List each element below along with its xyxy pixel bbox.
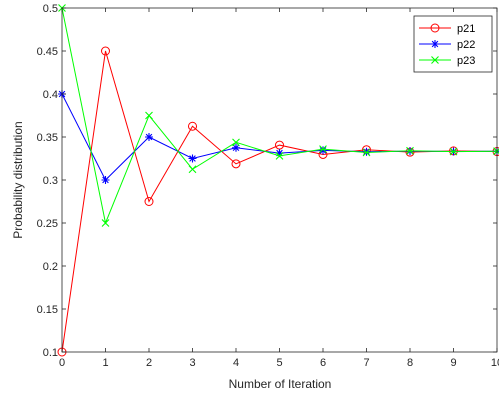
y-tick-label: 0.45 xyxy=(37,46,58,58)
series-p23 xyxy=(58,4,499,227)
y-tick-label: 0.35 xyxy=(37,132,58,144)
data-point-p21 xyxy=(188,121,197,131)
data-point-p23 xyxy=(406,146,414,155)
data-point-p23 xyxy=(362,148,371,157)
x-tick-label: 4 xyxy=(233,357,239,369)
x-tick-label: 0 xyxy=(59,357,65,369)
legend-entry-p21: p21 xyxy=(419,23,475,35)
data-point-p23 xyxy=(275,151,284,160)
y-axis: 0.1 0.15 0.2 0.25 0.3 0.35 0.4 0.45 0.5 xyxy=(37,3,497,359)
y-tick-label: 0.2 xyxy=(43,261,58,273)
y-tick-label: 0.25 xyxy=(37,218,58,230)
legend-marker xyxy=(430,23,440,33)
data-point-p21 xyxy=(101,46,110,56)
legend-label: p21 xyxy=(457,23,475,35)
y-tick-label: 0.4 xyxy=(43,89,58,101)
y-tick-label: 0.3 xyxy=(43,175,58,187)
legend-entry-p22: p22 xyxy=(419,39,475,51)
data-point-p23 xyxy=(449,147,458,156)
legend-label: p23 xyxy=(457,55,475,67)
data-point-p22 xyxy=(319,146,327,155)
legend: p21 p22 p23 xyxy=(413,15,493,73)
data-point-p21 xyxy=(144,197,154,206)
y-tick-label: 0.5 xyxy=(43,3,58,15)
x-axis-label: Number of Iteration xyxy=(229,377,332,391)
x-tick-label: 3 xyxy=(189,357,195,369)
data-point-p21 xyxy=(231,159,241,169)
x-tick-label: 6 xyxy=(320,357,326,369)
x-tick-label: 8 xyxy=(407,357,413,369)
legend-marker xyxy=(431,40,439,48)
series-layer xyxy=(57,4,499,357)
data-point-p23 xyxy=(101,219,110,227)
data-point-p23 xyxy=(188,165,197,174)
data-point-p22 xyxy=(101,176,110,184)
legend-label: p22 xyxy=(457,39,475,51)
x-axis: 0 1 2 3 4 5 6 7 8 9 10 xyxy=(59,8,499,369)
legend-entry-p23: p23 xyxy=(419,55,475,67)
x-tick-label: 1 xyxy=(102,357,108,369)
x-tick-label: 9 xyxy=(450,357,456,369)
y-axis-label: Probability distribution xyxy=(11,121,25,238)
data-point-p23 xyxy=(319,145,327,154)
x-tick-label: 7 xyxy=(363,357,369,369)
data-point-p23 xyxy=(145,111,153,120)
y-tick-label: 0.15 xyxy=(37,304,58,316)
data-point-p22 xyxy=(232,143,240,152)
data-point-p22 xyxy=(145,133,153,141)
x-tick-label: 2 xyxy=(146,357,152,369)
x-tick-label: 10 xyxy=(491,357,499,369)
x-tick-label: 5 xyxy=(276,357,282,369)
data-point-p23 xyxy=(232,138,240,147)
legend-marker xyxy=(431,56,439,64)
data-point-p22 xyxy=(275,149,284,158)
y-tick-label: 0.1 xyxy=(43,347,58,359)
data-point-p22 xyxy=(188,154,197,163)
